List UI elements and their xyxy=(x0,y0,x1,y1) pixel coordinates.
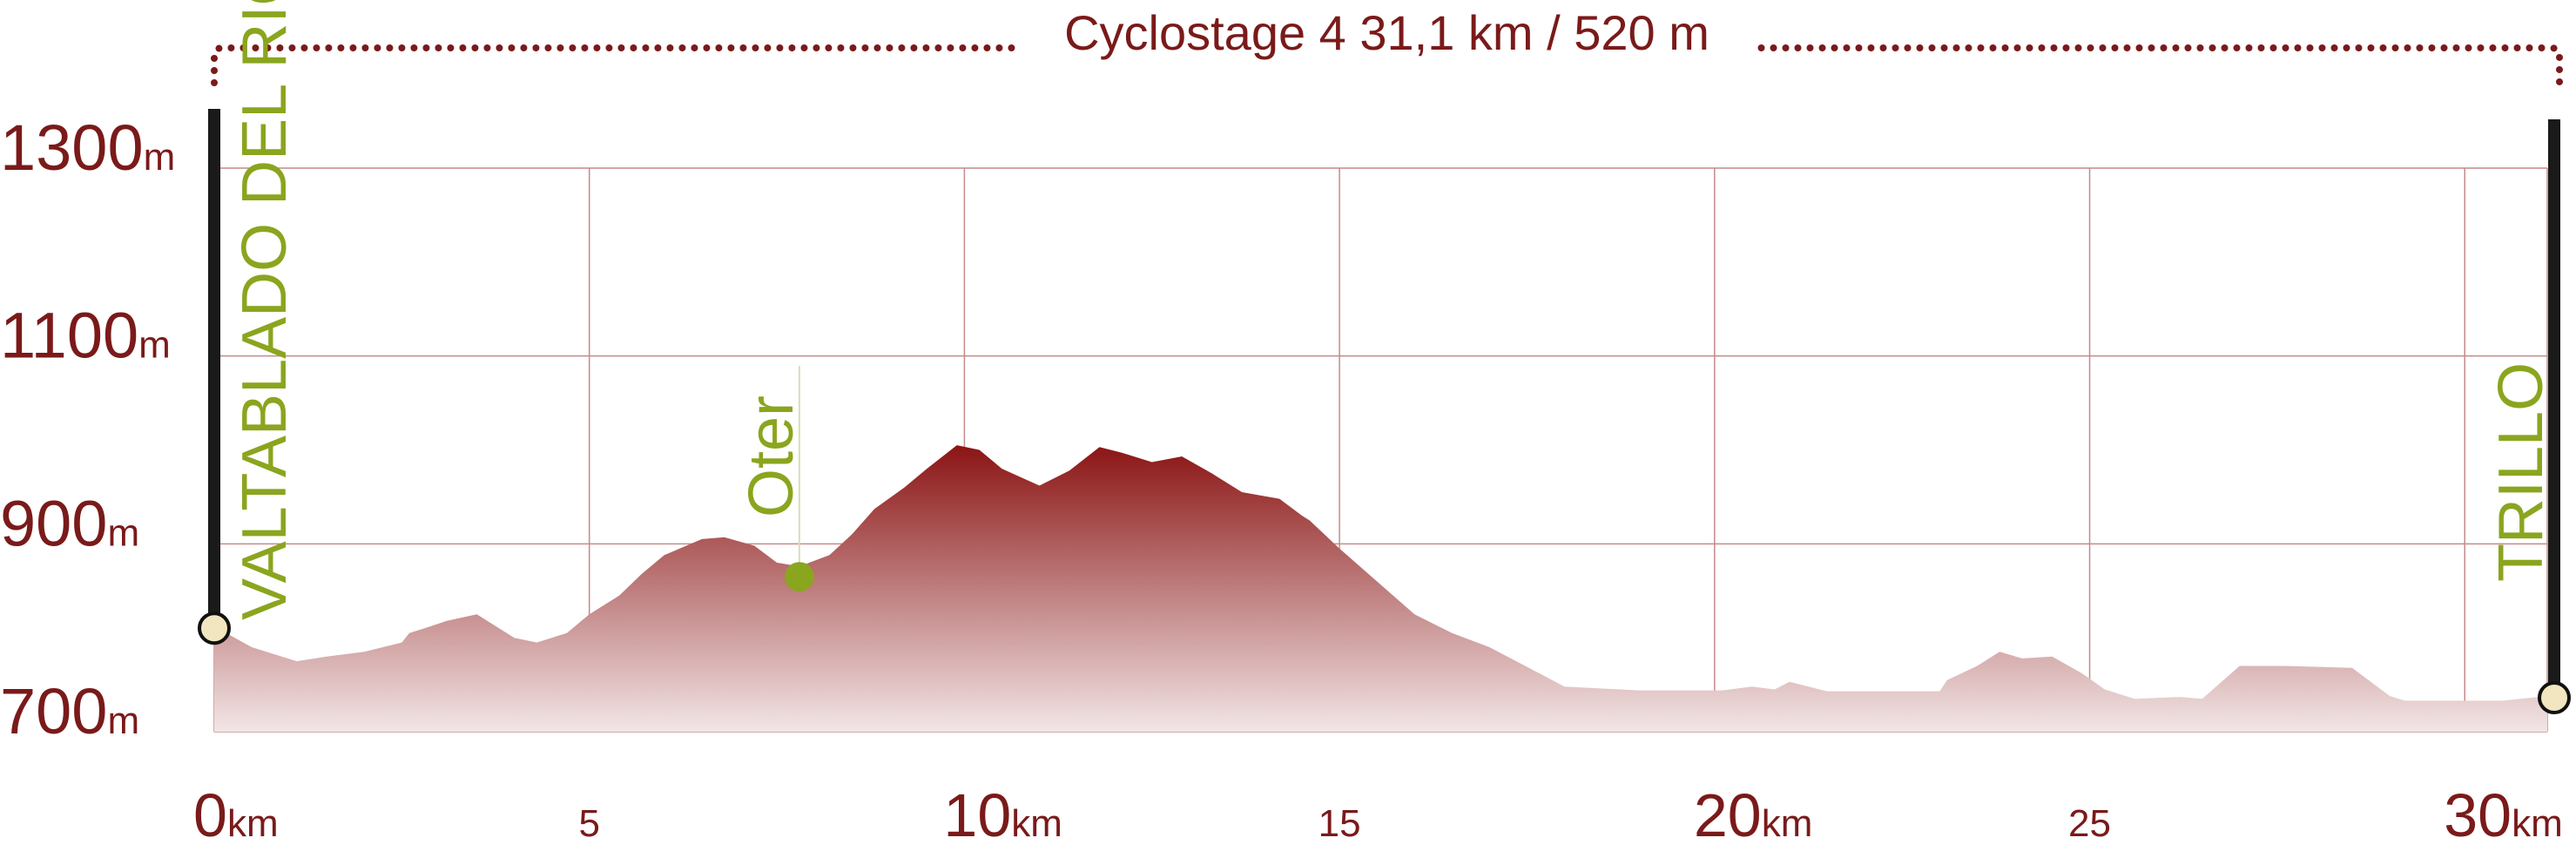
waypoint-marker xyxy=(784,562,814,592)
x-tick-label: 10km xyxy=(943,781,1062,849)
elevation-profile-area xyxy=(214,445,2547,732)
title-bracket xyxy=(211,44,2563,95)
y-tick-label: 1100m xyxy=(0,300,171,372)
x-tick-label: 25 xyxy=(2068,802,2111,845)
end-point-marker xyxy=(2538,681,2571,715)
chart-title: Cyclostage 4 31,1 km / 520 m xyxy=(1064,5,1709,60)
x-tick-label: 30km xyxy=(2444,781,2563,849)
title-bracket-right xyxy=(1757,44,2563,95)
start-point-label: VALTABLADO DEL RIO xyxy=(230,0,300,620)
x-tick-label: 0km xyxy=(193,781,279,849)
y-axis-labels: 1300m 1100m 900m 700m xyxy=(0,111,175,747)
y-tick-label: 700m xyxy=(0,675,139,747)
start-point-marker xyxy=(198,611,231,645)
x-tick-label: 5 xyxy=(578,802,599,845)
x-tick-label: 20km xyxy=(1694,781,1813,849)
title-bracket-left xyxy=(211,44,1016,86)
y-tick-label: 1300m xyxy=(0,111,175,184)
x-axis-labels: 0km 5 10km 15 20km 25 30km xyxy=(193,781,2563,849)
end-point-label: TRILLO xyxy=(2486,362,2556,582)
waypoints: Oter xyxy=(737,366,814,592)
start-pole xyxy=(208,109,220,627)
end-pole xyxy=(2548,119,2560,697)
x-tick-label: 15 xyxy=(1318,802,1361,845)
y-tick-label: 900m xyxy=(0,487,139,559)
waypoint-label: Oter xyxy=(737,395,806,517)
endpoint-poles xyxy=(198,109,2571,715)
